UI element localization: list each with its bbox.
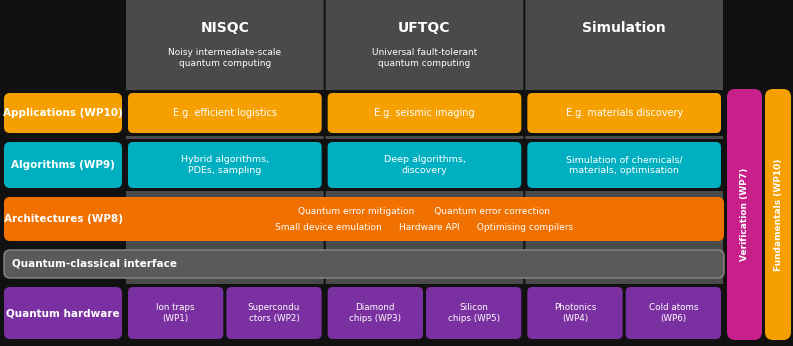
Text: Simulation: Simulation	[582, 21, 666, 35]
FancyBboxPatch shape	[328, 142, 521, 188]
FancyBboxPatch shape	[125, 284, 724, 342]
Text: Applications (WP10): Applications (WP10)	[3, 108, 123, 118]
Text: Silicon
chips (WP5): Silicon chips (WP5)	[447, 303, 500, 323]
FancyBboxPatch shape	[126, 0, 324, 342]
FancyBboxPatch shape	[426, 287, 521, 339]
Text: Quantum error mitigation       Quantum error correction: Quantum error mitigation Quantum error c…	[298, 207, 550, 216]
Text: Quantum-classical interface: Quantum-classical interface	[12, 259, 177, 269]
FancyBboxPatch shape	[127, 0, 323, 85]
Text: Noisy intermediate-scale
quantum computing: Noisy intermediate-scale quantum computi…	[168, 48, 282, 67]
FancyBboxPatch shape	[328, 93, 521, 133]
FancyBboxPatch shape	[4, 197, 724, 241]
FancyBboxPatch shape	[527, 93, 721, 133]
FancyBboxPatch shape	[4, 250, 724, 278]
Text: Universal fault-tolerant
quantum computing: Universal fault-tolerant quantum computi…	[372, 48, 477, 67]
Text: Algorithms (WP9): Algorithms (WP9)	[11, 160, 115, 170]
FancyBboxPatch shape	[4, 93, 122, 133]
FancyBboxPatch shape	[128, 287, 224, 339]
FancyBboxPatch shape	[328, 287, 423, 339]
Text: Architectures (WP8): Architectures (WP8)	[3, 214, 122, 224]
FancyBboxPatch shape	[527, 0, 722, 85]
FancyBboxPatch shape	[128, 93, 322, 133]
FancyBboxPatch shape	[125, 90, 724, 136]
Text: Hybrid algorithms,
PDEs, sampling: Hybrid algorithms, PDEs, sampling	[181, 155, 269, 175]
Text: Photonics
(WP4): Photonics (WP4)	[554, 303, 596, 323]
Text: E.g. efficient logistics: E.g. efficient logistics	[173, 108, 277, 118]
Text: UFTQC: UFTQC	[398, 21, 450, 35]
FancyBboxPatch shape	[327, 0, 523, 85]
Text: Fundamentals (WP10): Fundamentals (WP10)	[773, 158, 783, 271]
Text: Supercondu
ctors (WP2): Supercondu ctors (WP2)	[248, 303, 300, 323]
FancyBboxPatch shape	[128, 142, 322, 188]
Text: Small device emulation      Hardware API      Optimising compilers: Small device emulation Hardware API Opti…	[275, 222, 573, 231]
Text: Deep algorithms,
discovery: Deep algorithms, discovery	[384, 155, 465, 175]
FancyBboxPatch shape	[4, 287, 122, 339]
FancyBboxPatch shape	[4, 142, 122, 188]
FancyBboxPatch shape	[125, 139, 724, 191]
Text: Simulation of chemicals/
materials, optimisation: Simulation of chemicals/ materials, opti…	[566, 155, 683, 175]
FancyBboxPatch shape	[527, 287, 623, 339]
FancyBboxPatch shape	[626, 287, 721, 339]
Text: Diamond
chips (WP3): Diamond chips (WP3)	[349, 303, 401, 323]
Text: Cold atoms
(WP6): Cold atoms (WP6)	[649, 303, 698, 323]
FancyBboxPatch shape	[727, 89, 762, 340]
Text: E.g. materials discovery: E.g. materials discovery	[565, 108, 683, 118]
FancyBboxPatch shape	[326, 0, 523, 342]
FancyBboxPatch shape	[226, 287, 322, 339]
FancyBboxPatch shape	[765, 89, 791, 340]
FancyBboxPatch shape	[4, 0, 125, 87]
Text: Quantum hardware: Quantum hardware	[6, 308, 120, 318]
Text: E.g. seismic imaging: E.g. seismic imaging	[374, 108, 475, 118]
Text: NISQC: NISQC	[201, 21, 249, 35]
FancyBboxPatch shape	[527, 142, 721, 188]
FancyBboxPatch shape	[525, 0, 723, 342]
Text: Ion traps
(WP1): Ion traps (WP1)	[156, 303, 195, 323]
Text: Verification (WP7): Verification (WP7)	[740, 168, 749, 261]
